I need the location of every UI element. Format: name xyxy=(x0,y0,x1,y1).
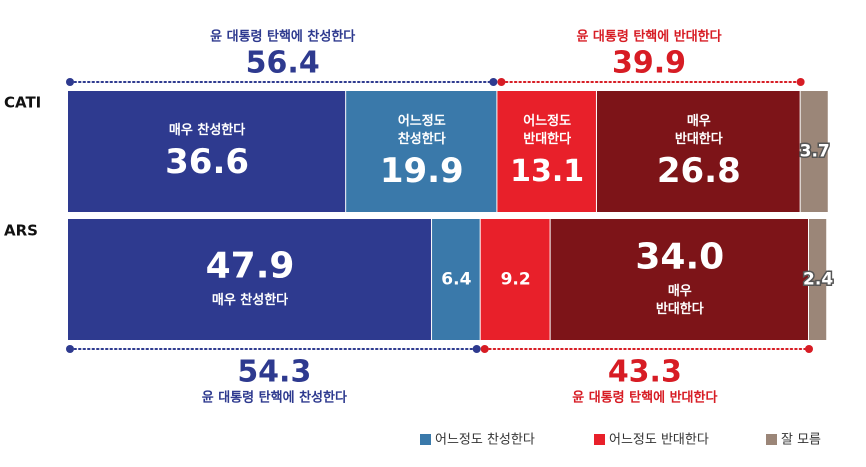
legend-swatch-3 xyxy=(766,434,777,445)
top-oppose-bracket-start-dot xyxy=(497,78,506,86)
value-label-cati-1: 36.6 xyxy=(165,142,249,182)
top-oppose-bracket-end-dot xyxy=(796,78,805,86)
bar-segment-ars-3 xyxy=(480,219,550,340)
bottom-oppose-value: 43.3 xyxy=(608,355,682,390)
bar-segment-ars-1 xyxy=(68,219,432,340)
segment-label-cati-4-line-1: 매우 xyxy=(687,114,711,129)
legend-swatch-2 xyxy=(594,434,605,445)
bottom-support-bracket-start-dot xyxy=(66,345,74,353)
bar-segment-cati-5 xyxy=(800,91,828,212)
top-support-bracket-start-dot xyxy=(66,78,74,86)
segment-label-cati-3-line-2: 반대한다 xyxy=(523,131,571,147)
top-oppose-label: 윤 대통령 탄핵에 반대한다 xyxy=(576,29,721,45)
segment-label-cati-4-line-2: 반대한다 xyxy=(675,131,723,147)
bar-segment-cati-4 xyxy=(596,91,800,212)
value-label-ars-5: 2.4 xyxy=(803,270,833,290)
top-support-value: 56.4 xyxy=(246,46,320,81)
bar-segment-ars-5 xyxy=(809,219,827,340)
value-label-ars-1: 47.9 xyxy=(206,246,295,287)
category-label-cati: CATI xyxy=(4,94,41,112)
segment-label-ars-4-line-1: 매우 xyxy=(668,284,692,299)
legend-swatch-1 xyxy=(420,434,431,445)
value-label-cati-5: 3.7 xyxy=(800,142,830,162)
bottom-oppose-bracket-end-dot xyxy=(805,345,813,353)
bar-segment-cati-3 xyxy=(497,91,596,212)
value-label-cati-3: 13.1 xyxy=(510,154,584,189)
legend-label-2: 어느정도 반대한다 xyxy=(609,433,709,448)
bar-segment-ars-4 xyxy=(550,219,808,340)
value-label-cati-2: 19.9 xyxy=(380,151,464,191)
bottom-oppose-bracket-start-dot xyxy=(480,345,489,353)
bottom-support-bracket-end-dot xyxy=(472,345,481,353)
top-support-label: 윤 대통령 탄핵에 찬성한다 xyxy=(210,29,355,45)
legend-label-3: 잘 모름 xyxy=(781,433,821,448)
legend-label-1: 어느정도 찬성한다 xyxy=(435,433,535,448)
segment-label-ars-4-line-2: 반대한다 xyxy=(656,301,704,317)
top-oppose-value: 39.9 xyxy=(612,46,686,81)
value-label-ars-3: 9.2 xyxy=(501,270,531,290)
bar-segment-cati-1 xyxy=(68,91,346,212)
value-label-ars-2: 6.4 xyxy=(441,270,471,290)
segment-label-cati-2-line-1: 어느정도 xyxy=(398,113,446,129)
segment-label-cati-2-line-2: 찬성한다 xyxy=(398,131,446,147)
top-support-bracket-end-dot xyxy=(489,78,498,86)
bar-segment-ars-2 xyxy=(432,219,480,340)
segment-label-cati-3-line-1: 어느정도 xyxy=(523,113,571,129)
category-label-ars: ARS xyxy=(4,222,38,240)
bottom-oppose-label: 윤 대통령 탄핵에 반대한다 xyxy=(572,390,717,406)
segment-label-cati-1-line-1: 매우 찬성한다 xyxy=(169,122,245,138)
bottom-support-label: 윤 대통령 탄핵에 찬성한다 xyxy=(202,390,347,406)
value-label-cati-4: 26.8 xyxy=(657,151,741,191)
bar-segment-cati-2 xyxy=(346,91,497,212)
value-label-ars-4: 34.0 xyxy=(635,237,724,278)
segment-label-ars-1-line-1: 매우 찬성한다 xyxy=(212,292,288,308)
bottom-support-value: 54.3 xyxy=(237,355,311,390)
